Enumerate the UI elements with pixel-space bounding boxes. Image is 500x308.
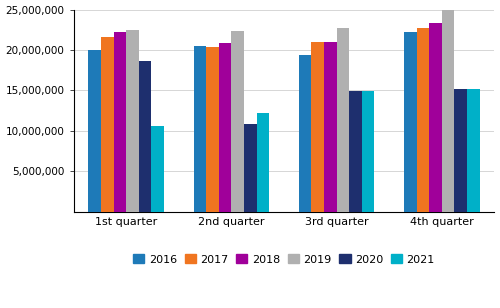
- Bar: [101, 37, 114, 212]
- Legend: 2016, 2017, 2018, 2019, 2020, 2021: 2016, 2017, 2018, 2019, 2020, 2021: [129, 250, 440, 269]
- Bar: [404, 32, 416, 212]
- Bar: [454, 89, 467, 212]
- Bar: [416, 28, 429, 212]
- Bar: [467, 89, 479, 212]
- Bar: [324, 42, 336, 212]
- Bar: [126, 30, 139, 212]
- Bar: [219, 43, 232, 212]
- Bar: [349, 91, 362, 212]
- Bar: [206, 47, 219, 212]
- Bar: [362, 91, 374, 212]
- Bar: [152, 126, 164, 212]
- Bar: [114, 32, 126, 212]
- Bar: [298, 55, 312, 212]
- Bar: [429, 23, 442, 212]
- Bar: [244, 124, 256, 212]
- Bar: [194, 46, 206, 212]
- Bar: [232, 31, 244, 212]
- Bar: [442, 10, 454, 212]
- Bar: [312, 42, 324, 212]
- Bar: [88, 50, 101, 212]
- Bar: [256, 113, 270, 212]
- Bar: [139, 61, 151, 212]
- Bar: [336, 28, 349, 212]
